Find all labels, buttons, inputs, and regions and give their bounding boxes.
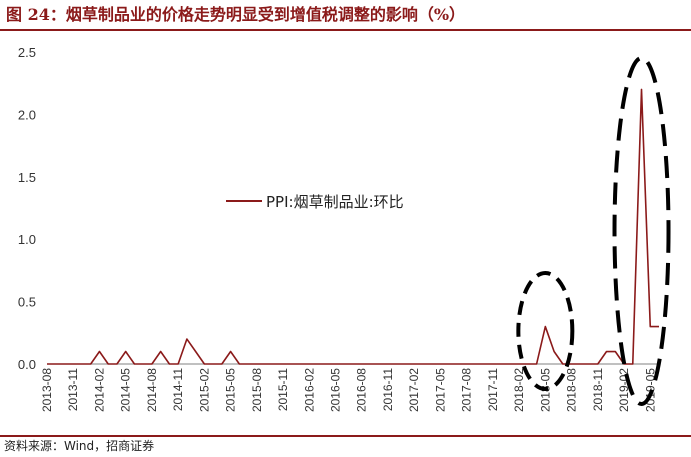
x-tick-label: 2018-08: [565, 368, 579, 412]
x-tick-label: 2015-08: [250, 368, 264, 412]
y-tick-label: 2.5: [18, 45, 36, 60]
y-tick-label: 1.0: [18, 232, 36, 247]
x-tick-label: 2017-02: [407, 368, 421, 412]
x-tick-label: 2014-11: [171, 368, 185, 411]
x-tick-label: 2013-11: [66, 368, 80, 411]
x-tick-label: 2014-02: [92, 368, 106, 412]
x-tick-label: 2016-05: [329, 368, 343, 412]
x-tick-label: 2017-11: [486, 368, 500, 411]
chart-title: 图 24：烟草制品业的价格走势明显受到增值税调整的影响（%）: [6, 5, 466, 24]
x-tick-label: 2016-08: [355, 368, 369, 412]
x-tick-label: 2017-05: [433, 368, 447, 412]
highlight-ellipse: [516, 271, 575, 391]
legend: PPI:烟草制品业:环比: [226, 193, 404, 211]
y-tick-label: 1.5: [18, 170, 36, 185]
x-tick-label: 2015-02: [197, 368, 211, 412]
x-tick-label: 2018-02: [512, 368, 526, 412]
legend-label-ppi-tobacco: PPI:烟草制品业:环比: [266, 193, 404, 211]
y-tick-label: 2.0: [18, 107, 36, 122]
series-line: [47, 88, 659, 365]
x-tick-label: 2018-11: [591, 368, 605, 411]
x-tick-label: 2017-08: [460, 368, 474, 412]
source-note: 资料来源：Wind，招商证券: [4, 439, 155, 453]
title-divider: [0, 29, 691, 31]
x-tick-label: 2015-11: [276, 368, 290, 411]
series-layer: [46, 88, 660, 365]
annotation-layer: [516, 56, 671, 406]
source-divider: [0, 435, 691, 437]
x-tick-label: 2014-05: [119, 368, 133, 412]
y-tick-label: 0.5: [18, 295, 36, 310]
x-tick-label: 2015-05: [224, 368, 238, 412]
x-tick-label: 2016-02: [302, 368, 316, 412]
x-tick-label: 2016-11: [381, 368, 395, 411]
line-chart: 0.0 0.5 1.0 1.5 2.0 2.5 2013-08 2013-11 2014-02…: [18, 45, 671, 412]
x-tick-label: 2013-08: [40, 368, 54, 412]
highlight-ellipse: [612, 56, 671, 406]
x-tick-label: 2014-08: [145, 368, 159, 412]
x-axis: 2013-08 2013-11 2014-02 2014-05 2014-08 2014-…: [40, 363, 660, 412]
y-axis: 0.0 0.5 1.0 1.5 2.0 2.5: [18, 45, 36, 372]
y-tick-label: 0.0: [18, 357, 36, 372]
